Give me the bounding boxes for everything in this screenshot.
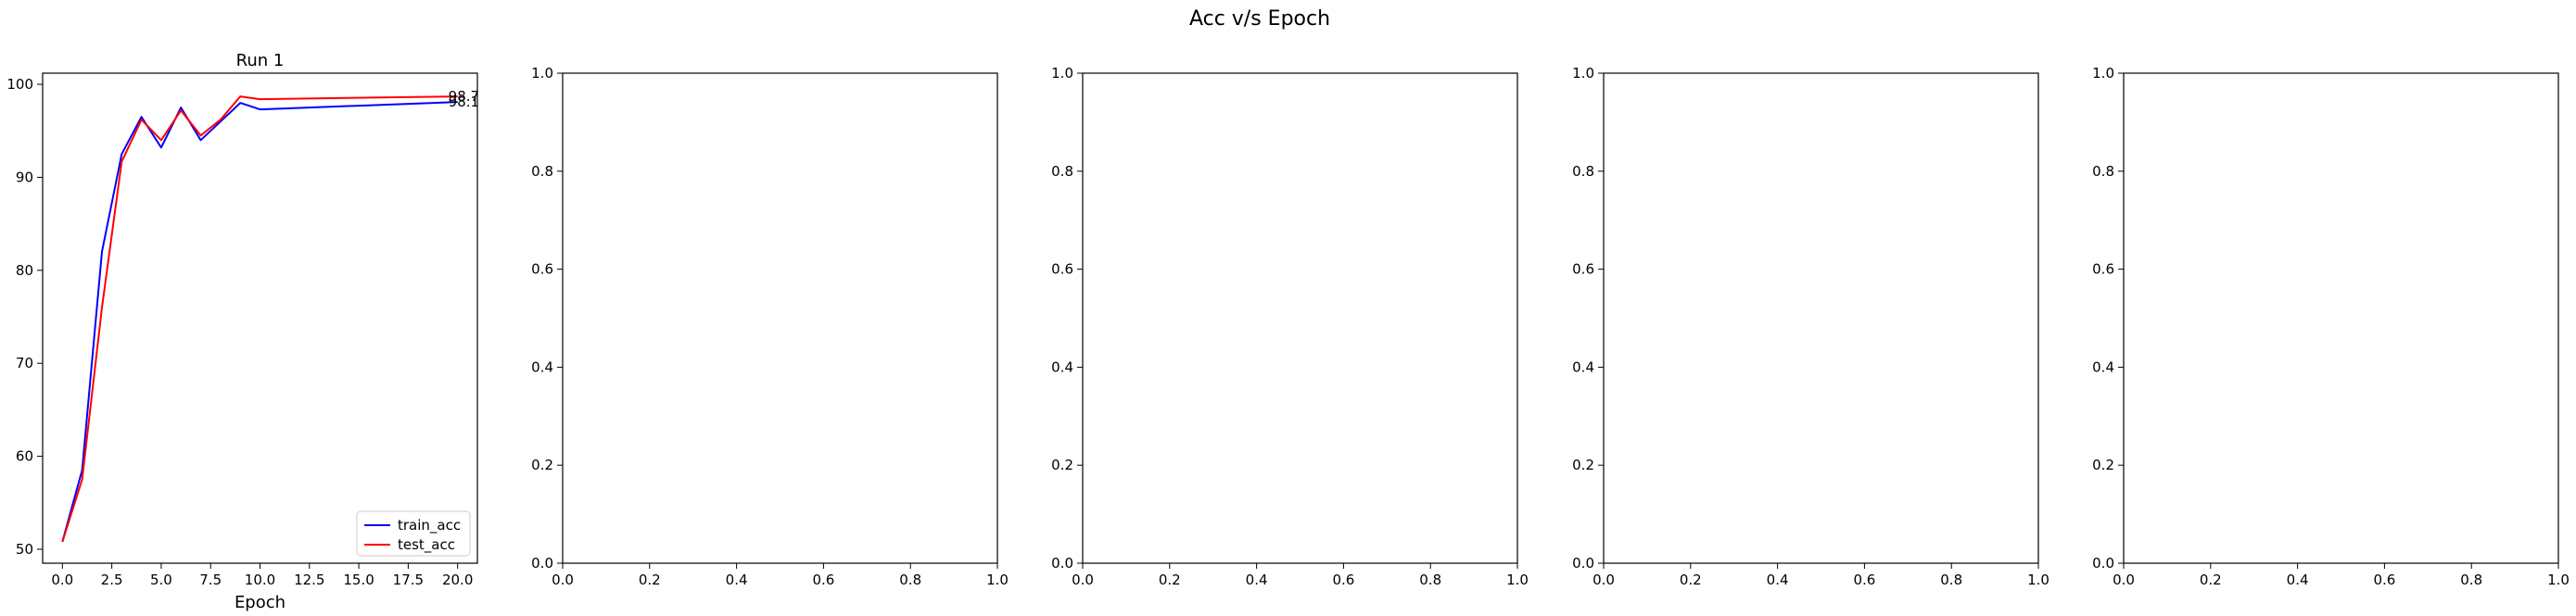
axes-frame <box>562 72 998 564</box>
y-tick-label: 80 <box>16 262 33 279</box>
x-tick-label: 1.0 <box>2027 572 2049 588</box>
x-axis-label: Epoch <box>235 593 286 612</box>
y-tick-label: 90 <box>16 169 33 185</box>
x-tick-label: 0.0 <box>552 572 574 588</box>
x-tick-label: 0.8 <box>1940 572 1962 588</box>
y-tick-label: 0.8 <box>1572 163 1594 180</box>
subplot-title: Run 1 <box>236 51 285 70</box>
x-tick-label: 12.5 <box>294 572 324 588</box>
y-tick-label: 0.6 <box>2092 261 2114 278</box>
series-line-test_acc <box>61 95 458 543</box>
y-tick-label: 0.0 <box>531 555 553 572</box>
x-tick-label: 20.0 <box>442 572 473 588</box>
y-tick-label: 50 <box>16 541 33 558</box>
y-tick-label: 0.2 <box>531 457 553 473</box>
legend: train_acc test_acc <box>356 510 471 557</box>
x-tick-label: 5.0 <box>150 572 172 588</box>
x-tick-label: 0.8 <box>2460 572 2482 588</box>
x-tick-label: 0.4 <box>1246 572 1268 588</box>
y-tick-label: 0.4 <box>1051 358 1073 375</box>
subplot-3: 0.0 0.2 0.4 0.6 0.8 1.0 0.0 0.2 0.4 0.6 0.8 1.0 <box>1051 65 1529 588</box>
y-tick-label: 0.0 <box>2092 555 2114 572</box>
subplot-5: 0.0 0.2 0.4 0.6 0.8 1.0 0.0 0.2 0.4 0.6 0.8 1.0 <box>2092 65 2570 588</box>
x-tick-label: 0.6 <box>2373 572 2395 588</box>
x-tick-label: 0.4 <box>2287 572 2309 588</box>
x-tick-label: 2.5 <box>101 572 123 588</box>
x-tick-label: 7.5 <box>199 572 222 588</box>
y-tick-label: 0.4 <box>2092 358 2114 375</box>
x-tick-label: 0.8 <box>1419 572 1441 588</box>
x-tick-label: 17.5 <box>393 572 424 588</box>
x-tick-label: 1.0 <box>1506 572 1529 588</box>
x-tick-label: 0.6 <box>1332 572 1354 588</box>
x-tick-label: 10.0 <box>245 572 275 588</box>
x-tick-label: 0.2 <box>1680 572 1702 588</box>
x-tick-label: 0.0 <box>1072 572 1094 588</box>
y-tick-label: 0.8 <box>531 163 553 180</box>
figure-suptitle: Acc v/s Epoch <box>1189 7 1330 31</box>
subplot-4: 0.0 0.2 0.4 0.6 0.8 1.0 0.0 0.2 0.4 0.6 0.8 1.0 <box>1572 65 2049 588</box>
y-tick-label: 0.4 <box>531 358 553 375</box>
y-tick-label: 0.2 <box>1572 457 1594 473</box>
axes-frame <box>1082 72 1518 564</box>
series-line-train_acc <box>61 101 458 543</box>
y-tick-label: 1.0 <box>2092 65 2114 82</box>
y-tick-label: 0.4 <box>1572 358 1594 375</box>
y-tick-label: 0.6 <box>1051 261 1073 278</box>
y-tick-label: 70 <box>16 355 33 371</box>
y-tick-label: 1.0 <box>1572 65 1594 82</box>
y-tick-label: 60 <box>16 448 33 465</box>
y-tick-label: 0.8 <box>2092 163 2114 180</box>
subplot-panels: 98.198.7 0.0 2.5 5.0 7.5 10.0 12.5 15.0 17.5 20.0… <box>6 51 2570 612</box>
y-tick-label: 0.2 <box>1051 457 1073 473</box>
y-tick-label: 0.2 <box>2092 457 2114 473</box>
x-tick-label: 0.2 <box>1159 572 1181 588</box>
y-tick-label: 0.6 <box>531 261 553 278</box>
x-tick-label: 0.4 <box>1767 572 1789 588</box>
y-tick-label: 1.0 <box>531 65 553 82</box>
legend-label-train_acc: train_acc <box>398 517 461 534</box>
x-tick-label: 0.0 <box>1593 572 1615 588</box>
x-tick-label: 0.0 <box>2113 572 2135 588</box>
data-label-train_acc: 98.1 <box>449 94 479 110</box>
x-tick-label: 0.4 <box>726 572 748 588</box>
x-tick-label: 0.8 <box>899 572 921 588</box>
y-tick-label: 0.8 <box>1051 163 1073 180</box>
data-label-test_acc: 98.7 <box>449 88 479 105</box>
y-tick-label: 0.0 <box>1051 555 1073 572</box>
subplot-2: 0.0 0.2 0.4 0.6 0.8 1.0 0.0 0.2 0.4 0.6 0.8 1.0 <box>531 65 1009 588</box>
x-tick-label: 1.0 <box>2547 572 2570 588</box>
axes-frame <box>1603 72 2039 564</box>
y-tick-label: 100 <box>6 76 33 93</box>
y-tick-label: 1.0 <box>1051 65 1073 82</box>
x-tick-label: 15.0 <box>343 572 374 588</box>
legend-label-test_acc: test_acc <box>398 536 455 554</box>
x-tick-label: 1.0 <box>986 572 1009 588</box>
x-tick-label: 0.2 <box>639 572 661 588</box>
y-tick-label: 0.6 <box>1572 261 1594 278</box>
x-tick-label: 0.6 <box>812 572 834 588</box>
x-tick-label: 0.6 <box>1853 572 1875 588</box>
x-tick-label: 0.2 <box>2200 572 2222 588</box>
subplot-1: 98.198.7 0.0 2.5 5.0 7.5 10.0 12.5 15.0 17.5 20.0… <box>6 51 479 612</box>
axes-frame <box>2123 72 2559 564</box>
y-tick-label: 0.0 <box>1572 555 1594 572</box>
x-tick-label: 0.0 <box>51 572 73 588</box>
